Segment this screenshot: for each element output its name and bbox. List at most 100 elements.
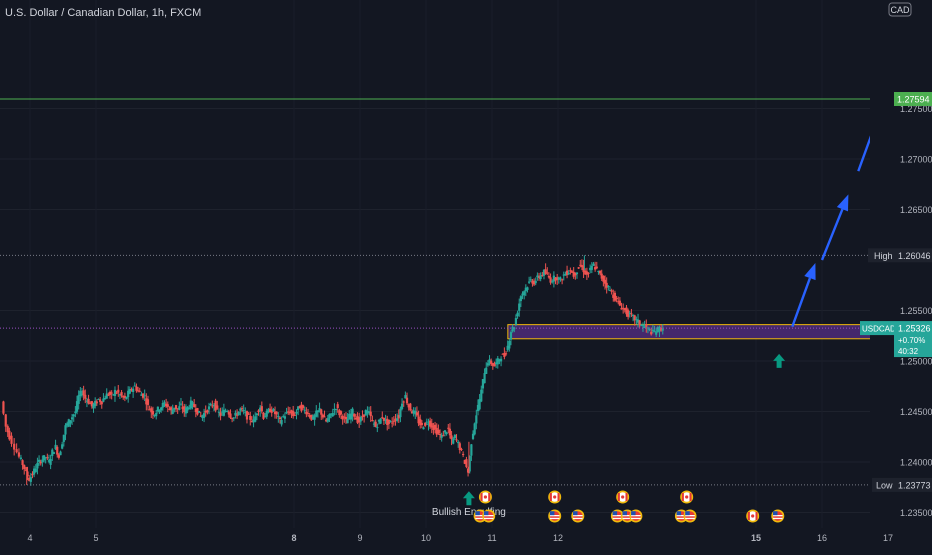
candle-body [10,435,13,444]
candle-body [386,418,389,426]
candle-body [75,401,79,412]
candle-body [392,420,395,422]
candle-body [638,320,641,326]
candle-body [587,272,590,274]
current-change-label: +0.70% [898,336,925,345]
low-name-tag [872,477,894,492]
candle-body [341,415,344,420]
candle-body [196,408,199,415]
time-axis-bg [0,528,932,550]
candle-body [577,267,580,269]
flag-band [755,512,758,520]
candle-body [628,312,631,314]
candle-body [549,277,552,283]
candle-body [514,318,518,325]
candle-body [440,434,443,438]
flag-stripe [676,517,687,520]
candle-body [150,408,153,413]
price-tick-label: 1.27000 [900,155,932,165]
candle-body [249,415,252,420]
candle-body [650,331,653,335]
candle-body [470,444,473,456]
candle-body [206,410,209,413]
candle-body [41,459,44,463]
candle-body [183,406,186,413]
candle-body [92,403,95,409]
candle-body [267,409,270,413]
candle-body [212,404,216,406]
candle-body [158,410,161,413]
candle-body [94,400,97,407]
candle-body [51,449,54,456]
candle-body [349,413,353,420]
candle-body [391,422,394,424]
candle-body [480,389,483,402]
projection-arrow-shaft [791,277,812,328]
candle-body [623,308,626,311]
candle-body [292,410,295,417]
candle-body [303,409,306,411]
grid [0,108,870,513]
candle-body [458,443,461,451]
top-price-label: 1.27594 [897,95,930,105]
candle-body [372,423,376,425]
candle-body [305,411,308,415]
candle-body [155,412,158,417]
candle-body [536,275,539,278]
candle-body [168,408,171,410]
candle-body [8,430,11,440]
current-price-tag [894,321,932,358]
marker-lines-layer [0,98,870,486]
candle-body [194,408,197,412]
candle-body [280,420,283,425]
candle-body [26,471,29,477]
candle-body [636,319,640,323]
candle-body [254,416,257,422]
candle-body [189,400,192,409]
candle-body [551,281,554,283]
flag-leaf [751,514,755,518]
candle-body [108,391,112,395]
candle-body [384,419,387,421]
candle-body [201,415,204,419]
price-axis: 1.27500 1.27000 1.26500 1.25500 1.25000 1.245… [860,0,932,550]
candle-body [326,418,329,422]
candle-body [490,360,493,365]
candle-body [331,412,334,417]
candle-body [589,267,592,271]
low-price-label: 1.23773 [898,480,931,490]
candle-body [293,414,296,416]
candle-body [402,401,405,403]
candle-body [323,416,326,418]
candle-body [239,408,242,411]
candle-body [117,389,120,393]
candle-body [301,405,305,408]
candle-body [414,410,417,415]
candle-body [567,272,570,275]
candle-body [209,404,212,406]
candle-body [54,444,57,450]
candle-body [546,272,549,274]
candle-body [237,411,240,416]
candle-body [15,449,18,453]
candle-body [143,395,146,397]
candle-body [123,395,126,398]
candle-body [537,276,541,278]
candle-body [328,413,331,419]
candle-body [84,394,87,399]
projection-arrow-head [836,194,849,212]
flag-band [625,493,628,501]
candle-body [316,410,320,413]
candle-body [569,270,572,272]
flag-band [681,493,684,501]
candle-body [219,412,222,416]
currency-badge-label: CAD [890,5,910,15]
high-name-label: High [874,251,893,261]
flag-stripe [549,515,560,517]
candle-body [655,331,658,335]
price-tick-label: 1.24500 [900,407,932,417]
candle-body [447,427,450,429]
projection-arrow [791,263,816,328]
